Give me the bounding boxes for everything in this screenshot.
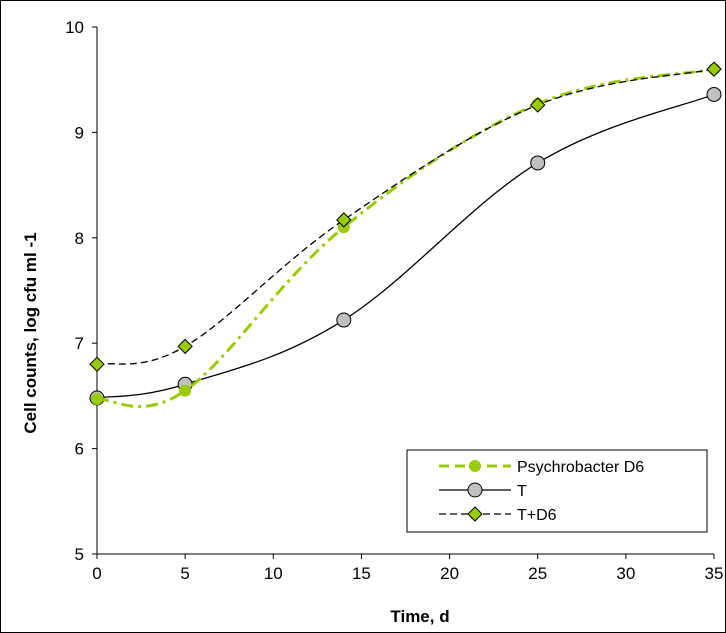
y-axis-title: Cell counts, log cfu ml -1 [21,232,40,433]
y-tick-label: 6 [75,440,84,459]
data-point [89,356,105,372]
data-point [177,338,193,355]
legend-marker [469,460,481,472]
data-point [706,86,722,102]
series-line [96,68,715,365]
x-tick-label: 10 [264,564,283,583]
data-point [91,393,103,406]
x-tick-label: 30 [616,564,635,583]
series-0 [91,63,720,408]
series-1 [89,86,722,406]
legend-marker [467,506,483,522]
data-point [530,97,546,113]
series-layer [89,61,722,408]
x-tick-label: 35 [705,564,724,583]
y-tick-label: 5 [75,545,84,564]
y-tick-label: 8 [75,229,84,248]
legend-box [406,449,708,533]
x-axis-title: Time, d [390,607,449,626]
series-line [96,67,715,408]
y-tick-label: 7 [75,334,84,353]
data-point [336,312,352,328]
legend-label: T [517,483,527,500]
legend: Psychrobacter D6 T T+D6 [406,449,708,533]
series-line [96,93,715,399]
x-tick-label: 15 [352,564,371,583]
legend-label: Psychrobacter D6 [517,459,644,476]
data-point [706,61,722,77]
y-tick-label: 10 [65,18,84,37]
x-tick-label: 0 [92,564,101,583]
x-tick-label: 20 [440,564,459,583]
x-tick-label: 25 [528,564,547,583]
data-point [179,384,192,397]
legend-label: T+D6 [517,507,557,524]
data-point [336,212,352,228]
y-tick-label: 9 [75,123,84,142]
x-tick-label: 5 [180,564,189,583]
data-point [530,155,546,171]
legend-marker [467,482,483,498]
series-2 [89,61,722,372]
